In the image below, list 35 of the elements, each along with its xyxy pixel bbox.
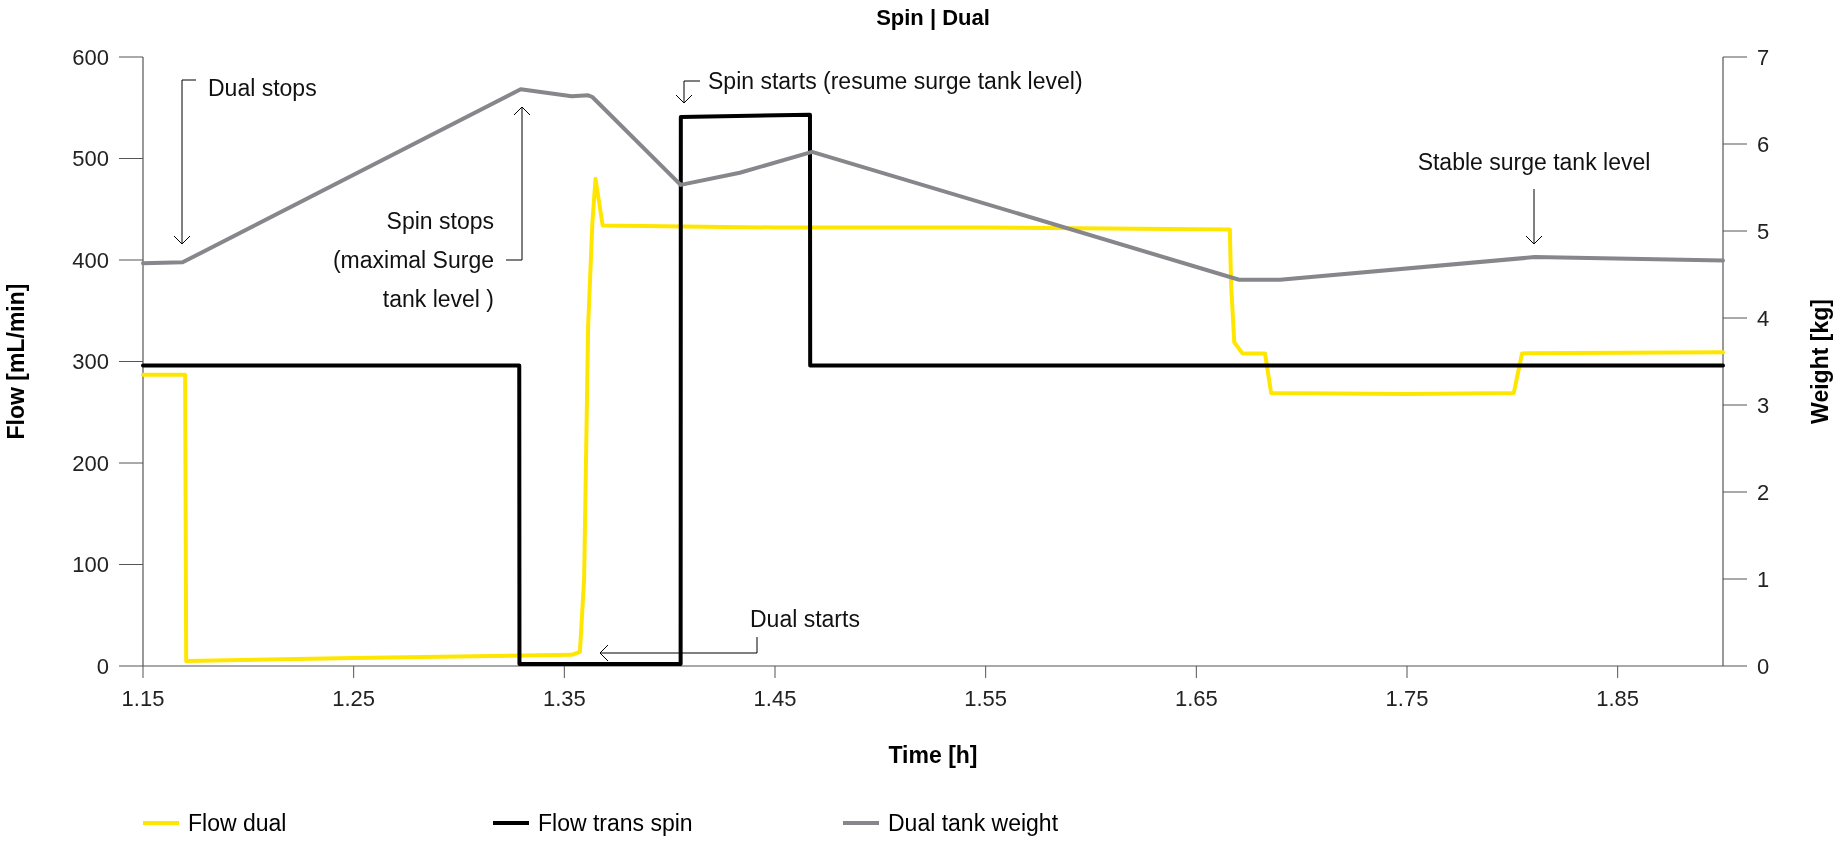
annotation: Dual stops — [208, 75, 317, 102]
annotation: Dual starts — [750, 606, 860, 633]
y-tick-label: 400 — [72, 247, 109, 273]
x-tick-label: 1.65 — [1174, 686, 1218, 711]
legend-label: Flow dual — [188, 810, 287, 837]
x-tick-label: 1.15 — [121, 686, 165, 711]
y-tick-label: 300 — [72, 349, 109, 375]
y2-axis-title: Weight [kg] — [1807, 299, 1833, 424]
y2-tick-label: 5 — [1757, 218, 1770, 244]
y2-tick-label: 7 — [1757, 44, 1770, 70]
annotation: Spin stops (maximal Surge tank level ) — [332, 208, 494, 313]
y2-tick-label: 6 — [1757, 131, 1770, 157]
annotation: Spin starts (resume surge tank level) — [708, 68, 1083, 95]
x-axis-title: Time [h] — [888, 742, 978, 768]
legend-label: Dual tank weight — [888, 810, 1059, 837]
y-tick-label: 500 — [72, 146, 109, 172]
annotation: Stable surge tank level — [1417, 149, 1651, 176]
x-tick-label: 1.45 — [753, 686, 797, 711]
x-tick-label: 1.55 — [964, 686, 1008, 711]
y2-tick-label: 1 — [1757, 566, 1770, 592]
y-tick-label: 0 — [96, 653, 109, 679]
x-tick-label: 1.25 — [332, 686, 376, 711]
y2-tick-label: 2 — [1757, 479, 1770, 505]
y2-tick-label: 4 — [1757, 305, 1770, 331]
legend-label: Flow trans spin — [538, 810, 693, 837]
y-tick-label: 600 — [72, 44, 109, 70]
y-axis-title: Flow [mL/min] — [3, 283, 29, 440]
chart-title: Spin | Dual — [876, 5, 990, 30]
y2-tick-label: 0 — [1757, 653, 1770, 679]
x-tick-label: 1.75 — [1385, 686, 1429, 711]
x-tick-label: 1.85 — [1596, 686, 1640, 711]
y2-tick-label: 3 — [1757, 392, 1770, 418]
x-tick-label: 1.35 — [542, 686, 586, 711]
y-tick-label: 200 — [72, 450, 109, 476]
y-tick-label: 100 — [72, 552, 109, 578]
